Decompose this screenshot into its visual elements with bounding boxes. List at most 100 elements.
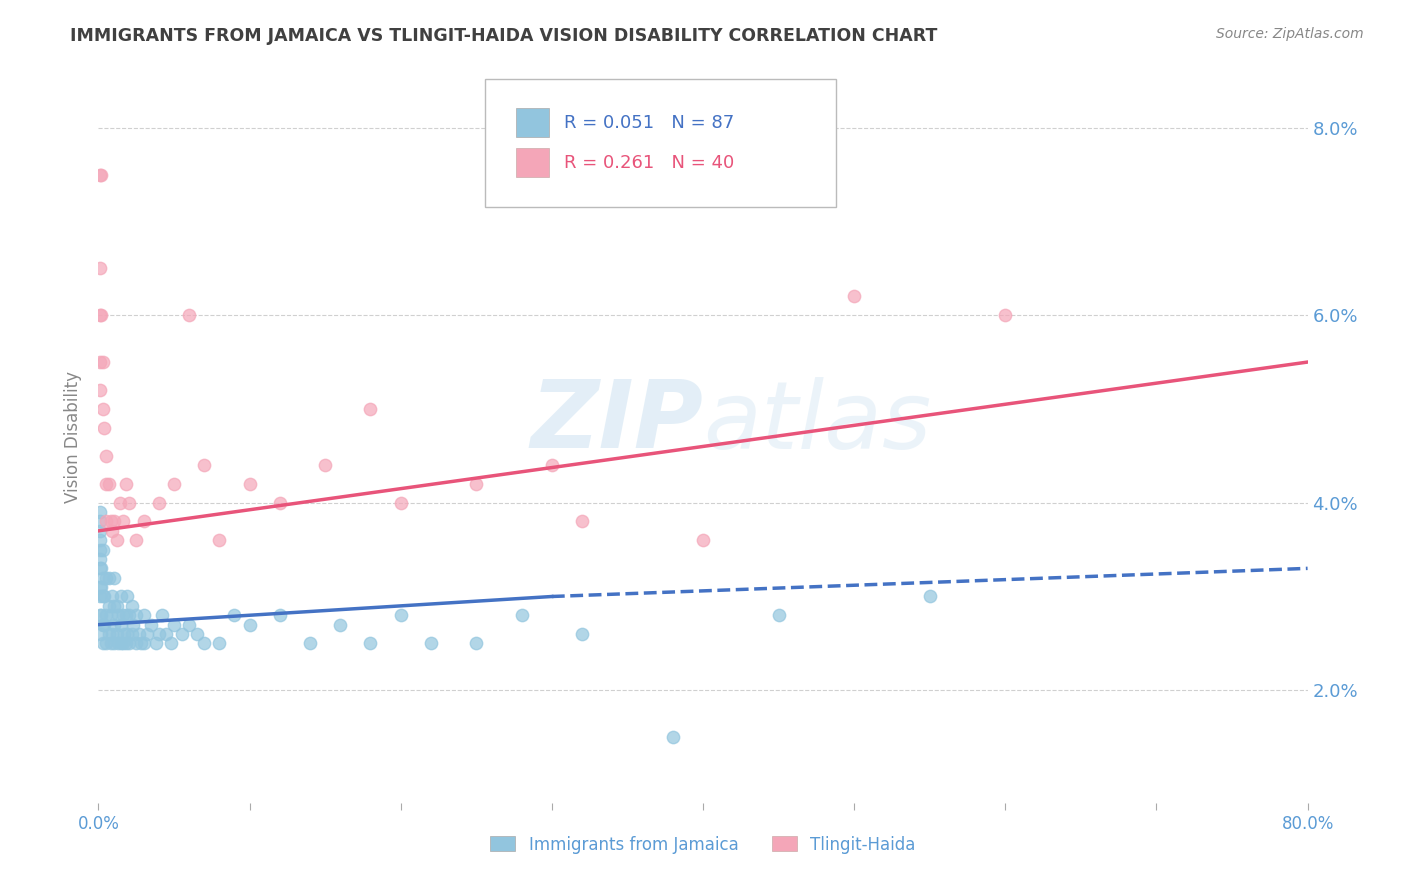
Point xyxy=(98,571,121,585)
Point xyxy=(111,608,134,623)
Point xyxy=(107,608,129,623)
Point xyxy=(103,617,125,632)
Point xyxy=(94,449,117,463)
Point xyxy=(107,636,129,650)
Point xyxy=(118,636,141,650)
Point xyxy=(103,636,125,650)
Point xyxy=(163,477,186,491)
Point xyxy=(141,617,163,632)
Point xyxy=(89,590,111,604)
Point xyxy=(103,515,125,529)
Point xyxy=(239,617,262,632)
Point xyxy=(540,458,562,473)
Point xyxy=(111,515,134,529)
Point xyxy=(90,561,112,575)
Point xyxy=(193,458,215,473)
Point xyxy=(114,608,136,623)
Point xyxy=(89,608,111,623)
Point xyxy=(510,608,533,623)
Point xyxy=(89,533,111,548)
Point xyxy=(465,636,488,650)
Point xyxy=(118,496,141,510)
Point xyxy=(93,420,115,434)
Point xyxy=(98,477,121,491)
Point xyxy=(89,261,111,276)
Text: ZIP: ZIP xyxy=(530,376,703,468)
Point xyxy=(269,496,291,510)
Point xyxy=(115,627,138,641)
Point xyxy=(89,552,111,566)
Point xyxy=(389,496,412,510)
Point xyxy=(111,636,134,650)
Point xyxy=(224,608,246,623)
Point xyxy=(135,627,157,641)
Point xyxy=(239,477,262,491)
Point xyxy=(148,627,170,641)
Point xyxy=(114,636,136,650)
Point xyxy=(121,599,143,613)
Text: R = 0.261   N = 40: R = 0.261 N = 40 xyxy=(564,153,734,172)
Point xyxy=(125,533,148,548)
Point xyxy=(121,627,143,641)
Y-axis label: Vision Disability: Vision Disability xyxy=(65,371,83,503)
Point xyxy=(208,636,231,650)
Point xyxy=(90,580,112,594)
Point xyxy=(90,608,112,623)
Point xyxy=(91,636,114,650)
Point xyxy=(98,627,121,641)
Point xyxy=(269,608,291,623)
Point xyxy=(89,542,111,557)
Point xyxy=(114,477,136,491)
Point xyxy=(101,627,124,641)
Point xyxy=(179,617,201,632)
Point xyxy=(314,458,336,473)
Point xyxy=(844,289,866,303)
Point xyxy=(94,636,117,650)
Text: IMMIGRANTS FROM JAMAICA VS TLINGIT-HAIDA VISION DISABILITY CORRELATION CHART: IMMIGRANTS FROM JAMAICA VS TLINGIT-HAIDA… xyxy=(70,27,938,45)
Text: R = 0.051   N = 87: R = 0.051 N = 87 xyxy=(564,113,734,131)
Point xyxy=(465,477,488,491)
Point xyxy=(193,636,215,650)
Point xyxy=(94,477,117,491)
Point xyxy=(89,515,111,529)
Point xyxy=(155,627,177,641)
Point xyxy=(90,308,112,322)
Point xyxy=(90,627,112,641)
Point xyxy=(132,608,155,623)
Point xyxy=(89,383,111,397)
Point xyxy=(115,590,138,604)
Point xyxy=(132,636,155,650)
Point xyxy=(91,401,114,416)
Point xyxy=(101,590,124,604)
Point xyxy=(89,168,111,182)
Point xyxy=(93,617,115,632)
Point xyxy=(100,636,122,650)
Point xyxy=(389,608,412,623)
Point xyxy=(329,617,352,632)
Point xyxy=(110,636,132,650)
Point xyxy=(89,355,111,369)
Point xyxy=(125,608,148,623)
Point xyxy=(129,636,152,650)
Point xyxy=(89,524,111,538)
Point xyxy=(208,533,231,548)
Point xyxy=(768,608,790,623)
Point xyxy=(163,617,186,632)
Bar xyxy=(516,108,550,137)
Text: Source: ZipAtlas.com: Source: ZipAtlas.com xyxy=(1216,27,1364,41)
Bar xyxy=(516,148,550,178)
Point xyxy=(918,590,941,604)
Point xyxy=(160,636,183,650)
Point xyxy=(118,608,141,623)
Point xyxy=(105,627,128,641)
Point xyxy=(94,608,117,623)
Point xyxy=(94,571,117,585)
Point xyxy=(89,561,111,575)
Point xyxy=(108,496,131,510)
Point xyxy=(89,308,111,322)
Point xyxy=(94,515,117,529)
Point xyxy=(299,636,322,650)
Text: atlas: atlas xyxy=(703,377,931,468)
Point xyxy=(145,636,167,650)
Point xyxy=(110,617,132,632)
